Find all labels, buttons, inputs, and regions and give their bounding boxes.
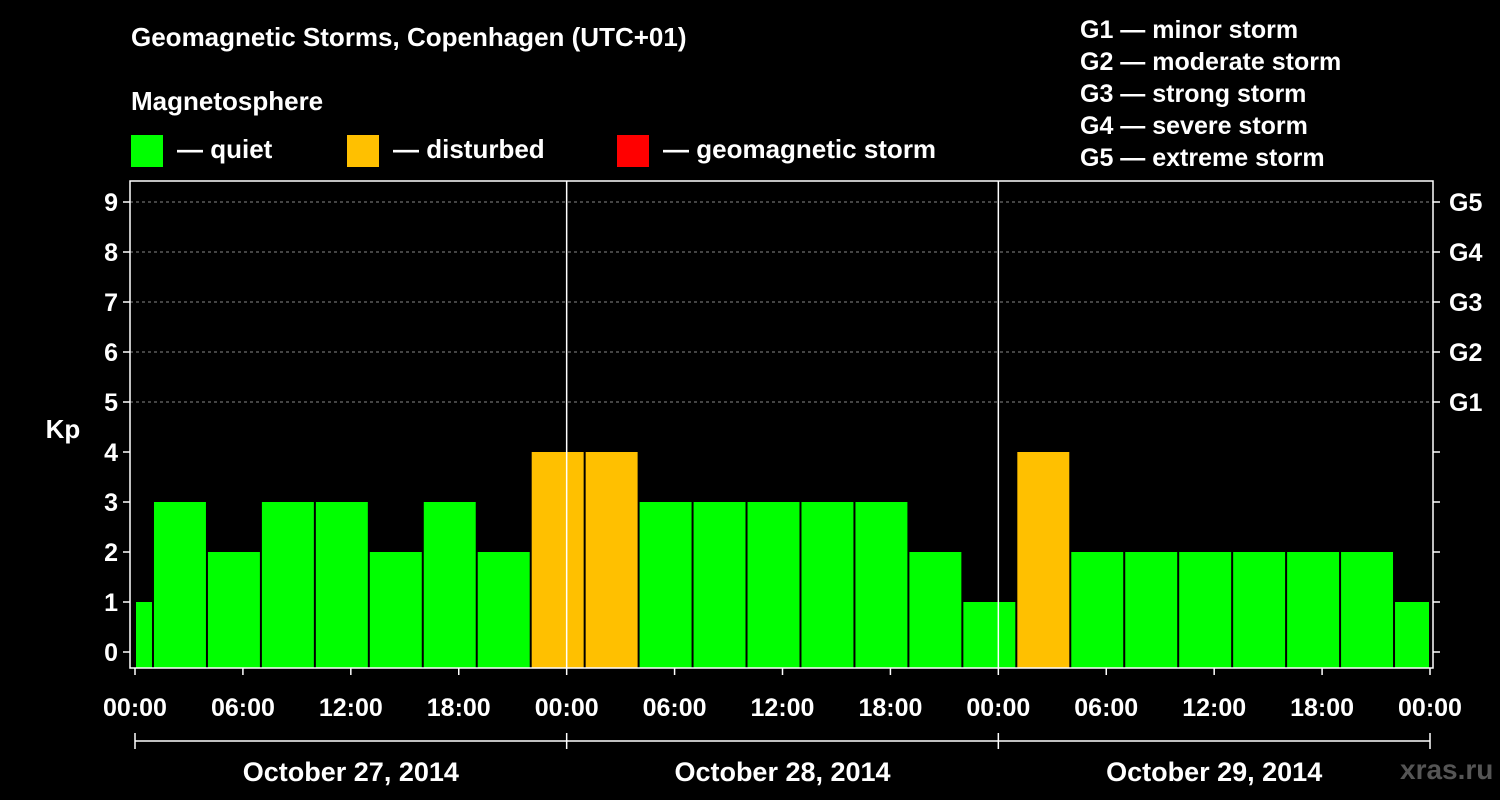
- y-tick-label-1: 1: [104, 589, 118, 617]
- y-tick-label-8: 8: [104, 239, 118, 267]
- y-axis-label: Kp: [46, 414, 81, 444]
- g-scale-label-g4: G4: [1449, 239, 1482, 267]
- kp-bar-12: [747, 502, 800, 668]
- kp-bar-21: [1233, 552, 1286, 668]
- legend-swatch-quiet: [131, 135, 163, 167]
- x-tick-label-4: 00:00: [535, 694, 599, 722]
- legend-label-disturbed: — disturbed: [393, 134, 545, 164]
- g-scale-label-g2: G2: [1449, 339, 1482, 367]
- kp-bar-24: [1395, 602, 1429, 668]
- day-label-2: October 29, 2014: [1106, 757, 1322, 787]
- kp-bar-14: [855, 502, 908, 668]
- kp-bar-0: [136, 602, 152, 668]
- kp-bar-19: [1125, 552, 1178, 668]
- x-tick-label-10: 12:00: [1182, 694, 1246, 722]
- chart-title: Geomagnetic Storms, Copenhagen (UTC+01): [131, 22, 687, 52]
- plot-frame: [129, 180, 1434, 669]
- x-tick-label-2: 12:00: [319, 694, 383, 722]
- kp-bar-22: [1287, 552, 1340, 668]
- kp-bar-23: [1341, 552, 1394, 668]
- legend-swatch-storm: [617, 135, 649, 167]
- kp-bar-8: [531, 452, 584, 668]
- storm-scale-g2: G2 — moderate storm: [1080, 48, 1342, 76]
- kp-bar-20: [1179, 552, 1232, 668]
- kp-bar-13: [801, 502, 854, 668]
- kp-bar-17: [1017, 452, 1070, 668]
- kp-bar-15: [909, 552, 962, 668]
- x-tick-label-3: 18:00: [427, 694, 491, 722]
- legend-swatch-disturbed: [347, 135, 379, 167]
- kp-bar-10: [639, 502, 692, 668]
- day-label-0: October 27, 2014: [243, 757, 459, 787]
- day-label-1: October 28, 2014: [674, 757, 890, 787]
- g-scale-label-g1: G1: [1449, 389, 1482, 417]
- kp-bar-18: [1071, 552, 1124, 668]
- kp-bar-11: [693, 502, 746, 668]
- x-tick-label-6: 12:00: [751, 694, 815, 722]
- kp-bar-1: [153, 502, 206, 668]
- y-tick-label-7: 7: [104, 289, 118, 317]
- x-tick-label-8: 00:00: [966, 694, 1030, 722]
- x-tick-label-0: 00:00: [103, 694, 167, 722]
- kp-bar-16: [963, 602, 1016, 668]
- x-tick-label-1: 06:00: [211, 694, 275, 722]
- y-tick-label-4: 4: [104, 439, 118, 467]
- legend-label-storm: — geomagnetic storm: [663, 134, 937, 164]
- g-scale-label-g5: G5: [1449, 189, 1482, 217]
- chart-subtitle: Magnetosphere: [131, 86, 324, 116]
- kp-bar-7: [477, 552, 530, 668]
- kp-bar-4: [315, 502, 368, 668]
- x-tick-label-12: 00:00: [1398, 694, 1462, 722]
- storm-scale-g1: G1 — minor storm: [1080, 16, 1299, 44]
- g-scale-label-g3: G3: [1449, 289, 1482, 317]
- kp-bar-5: [369, 552, 422, 668]
- y-tick-label-0: 0: [104, 639, 118, 667]
- storm-scale-g3: G3 — strong storm: [1080, 80, 1307, 108]
- kp-bar-3: [261, 502, 314, 668]
- x-tick-label-11: 18:00: [1290, 694, 1354, 722]
- x-tick-label-7: 18:00: [858, 694, 922, 722]
- legend-label-quiet: — quiet: [177, 134, 273, 164]
- kp-bar-6: [423, 502, 476, 668]
- storm-scale-g5: G5 — extreme storm: [1080, 144, 1325, 172]
- y-tick-label-5: 5: [104, 389, 118, 417]
- x-tick-label-5: 06:00: [643, 694, 707, 722]
- kp-bar-9: [585, 452, 638, 668]
- kp-bar-2: [207, 552, 260, 668]
- x-tick-label-9: 06:00: [1074, 694, 1138, 722]
- y-tick-label-3: 3: [104, 489, 118, 517]
- watermark: xras.ru: [1400, 754, 1494, 785]
- y-tick-label-9: 9: [104, 189, 118, 217]
- y-tick-label-2: 2: [104, 539, 118, 567]
- y-tick-label-6: 6: [104, 339, 118, 367]
- storm-scale-g4: G4 — severe storm: [1080, 112, 1308, 140]
